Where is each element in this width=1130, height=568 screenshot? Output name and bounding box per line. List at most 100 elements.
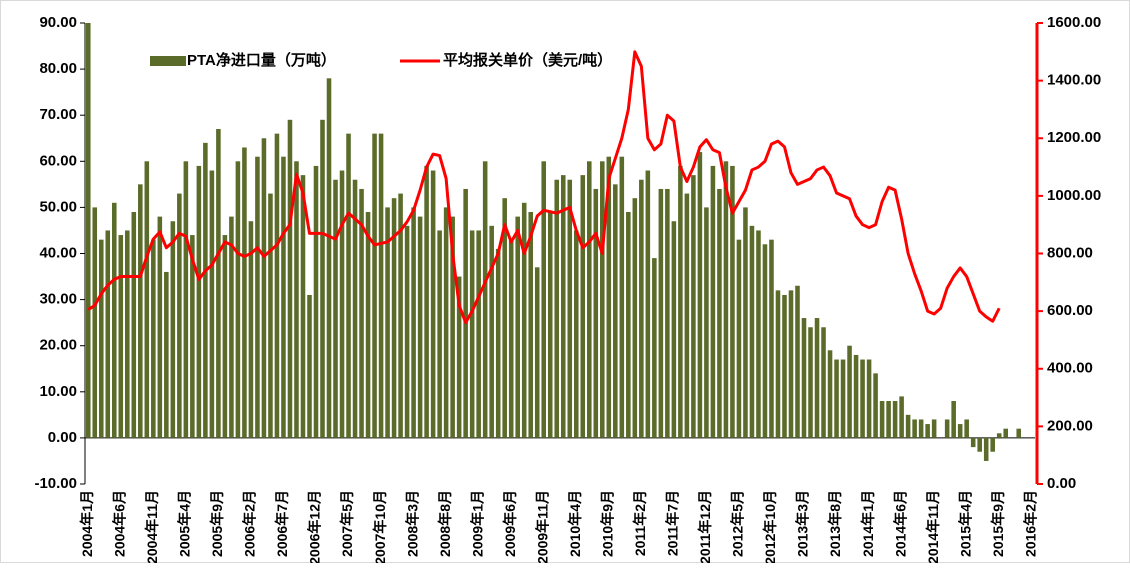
bar [905, 414, 911, 438]
bar [385, 207, 390, 438]
bar [788, 290, 794, 438]
y-tick-label: 10.00 [39, 383, 77, 400]
bar [313, 165, 319, 438]
bar [756, 230, 761, 438]
bar [619, 156, 625, 438]
x-tick-label: 2013年8月 [827, 490, 843, 557]
y2-tick-label: 200.00 [1047, 417, 1093, 434]
bar [98, 239, 104, 438]
x-tick-label: 2005年9月 [209, 490, 225, 557]
x-tick-label: 2006年12月 [307, 490, 323, 563]
x-tick-label: 2016年2月 [1022, 490, 1038, 557]
bar [717, 188, 722, 438]
y-tick-label: 50.00 [39, 198, 77, 215]
bar [691, 175, 696, 438]
bar [860, 359, 865, 438]
bar [248, 221, 254, 438]
bar [450, 216, 455, 438]
y2-tick-label: 0.00 [1047, 475, 1076, 492]
bar [255, 156, 260, 438]
bar [879, 401, 885, 438]
x-tick-label: 2004年6月 [111, 490, 127, 557]
bar [736, 239, 742, 438]
bar [801, 318, 807, 438]
x-tick-label: 2010年9月 [600, 490, 616, 557]
bar [430, 170, 436, 438]
bar [964, 419, 969, 438]
bar [482, 161, 488, 438]
bar [665, 188, 670, 438]
bar [125, 230, 130, 438]
bar [190, 235, 195, 438]
bar [307, 294, 312, 438]
y-tick-label: -10.00 [34, 475, 77, 492]
bar [827, 350, 833, 438]
bar [157, 216, 163, 438]
bar [983, 437, 989, 461]
x-tick-label: 2010年4月 [567, 490, 583, 557]
bar [808, 327, 813, 438]
bar [177, 193, 182, 438]
bar [931, 419, 937, 438]
bar [151, 239, 156, 438]
bar [183, 161, 189, 438]
bar [671, 221, 677, 438]
bar [196, 165, 202, 438]
bar [769, 239, 774, 438]
y-tick-label: 20.00 [39, 337, 77, 354]
bar [261, 138, 267, 438]
bar [424, 165, 429, 438]
bar [684, 193, 690, 438]
bar [346, 133, 351, 438]
x-tick-label: 2009年1月 [469, 490, 485, 557]
bar [723, 161, 729, 438]
x-tick-label: 2005年4月 [177, 490, 193, 557]
bar [795, 285, 800, 438]
y2-tick-label: 1000.00 [1047, 187, 1101, 204]
x-tick-label: 2009年6月 [502, 490, 518, 557]
bar [567, 179, 573, 438]
bar [951, 401, 956, 438]
bar [944, 419, 950, 438]
bar [1016, 428, 1022, 438]
bar [144, 161, 150, 438]
line [87, 50, 1001, 325]
bar [92, 207, 98, 438]
bar [339, 170, 345, 438]
bar [710, 165, 716, 438]
bar [821, 327, 826, 438]
bar [398, 193, 403, 438]
bar [112, 202, 117, 438]
bar [573, 230, 579, 438]
legend-label: PTA净进口量（万吨） [187, 51, 336, 69]
bar [697, 152, 703, 438]
bar [495, 248, 501, 438]
x-tick-label: 2014年6月 [892, 490, 908, 557]
x-tick-label: 2006年7月 [274, 490, 290, 557]
bar [229, 216, 234, 438]
bar [892, 401, 898, 438]
bar [547, 212, 553, 438]
bar [268, 193, 273, 438]
y-tick-label: 40.00 [39, 244, 77, 261]
x-tick-label: 2012年10月 [762, 490, 778, 563]
bar [463, 188, 468, 438]
bar [996, 433, 1002, 438]
y-tick-label: 0.00 [48, 429, 77, 446]
bar [912, 419, 917, 438]
bar [138, 184, 143, 438]
bar [639, 179, 644, 438]
bar [378, 133, 384, 438]
bar [899, 396, 904, 438]
y2-tick-label: 800.00 [1047, 244, 1093, 261]
x-tick-label: 2004年1月 [79, 490, 95, 557]
bar [977, 437, 982, 452]
bar [925, 424, 930, 438]
x-tick-label: 2004年11月 [144, 490, 160, 563]
y2-tick-label: 1400.00 [1047, 72, 1101, 89]
bar [658, 188, 664, 438]
bar [105, 230, 111, 438]
bar [222, 235, 228, 438]
y-tick-label: 30.00 [39, 291, 77, 308]
